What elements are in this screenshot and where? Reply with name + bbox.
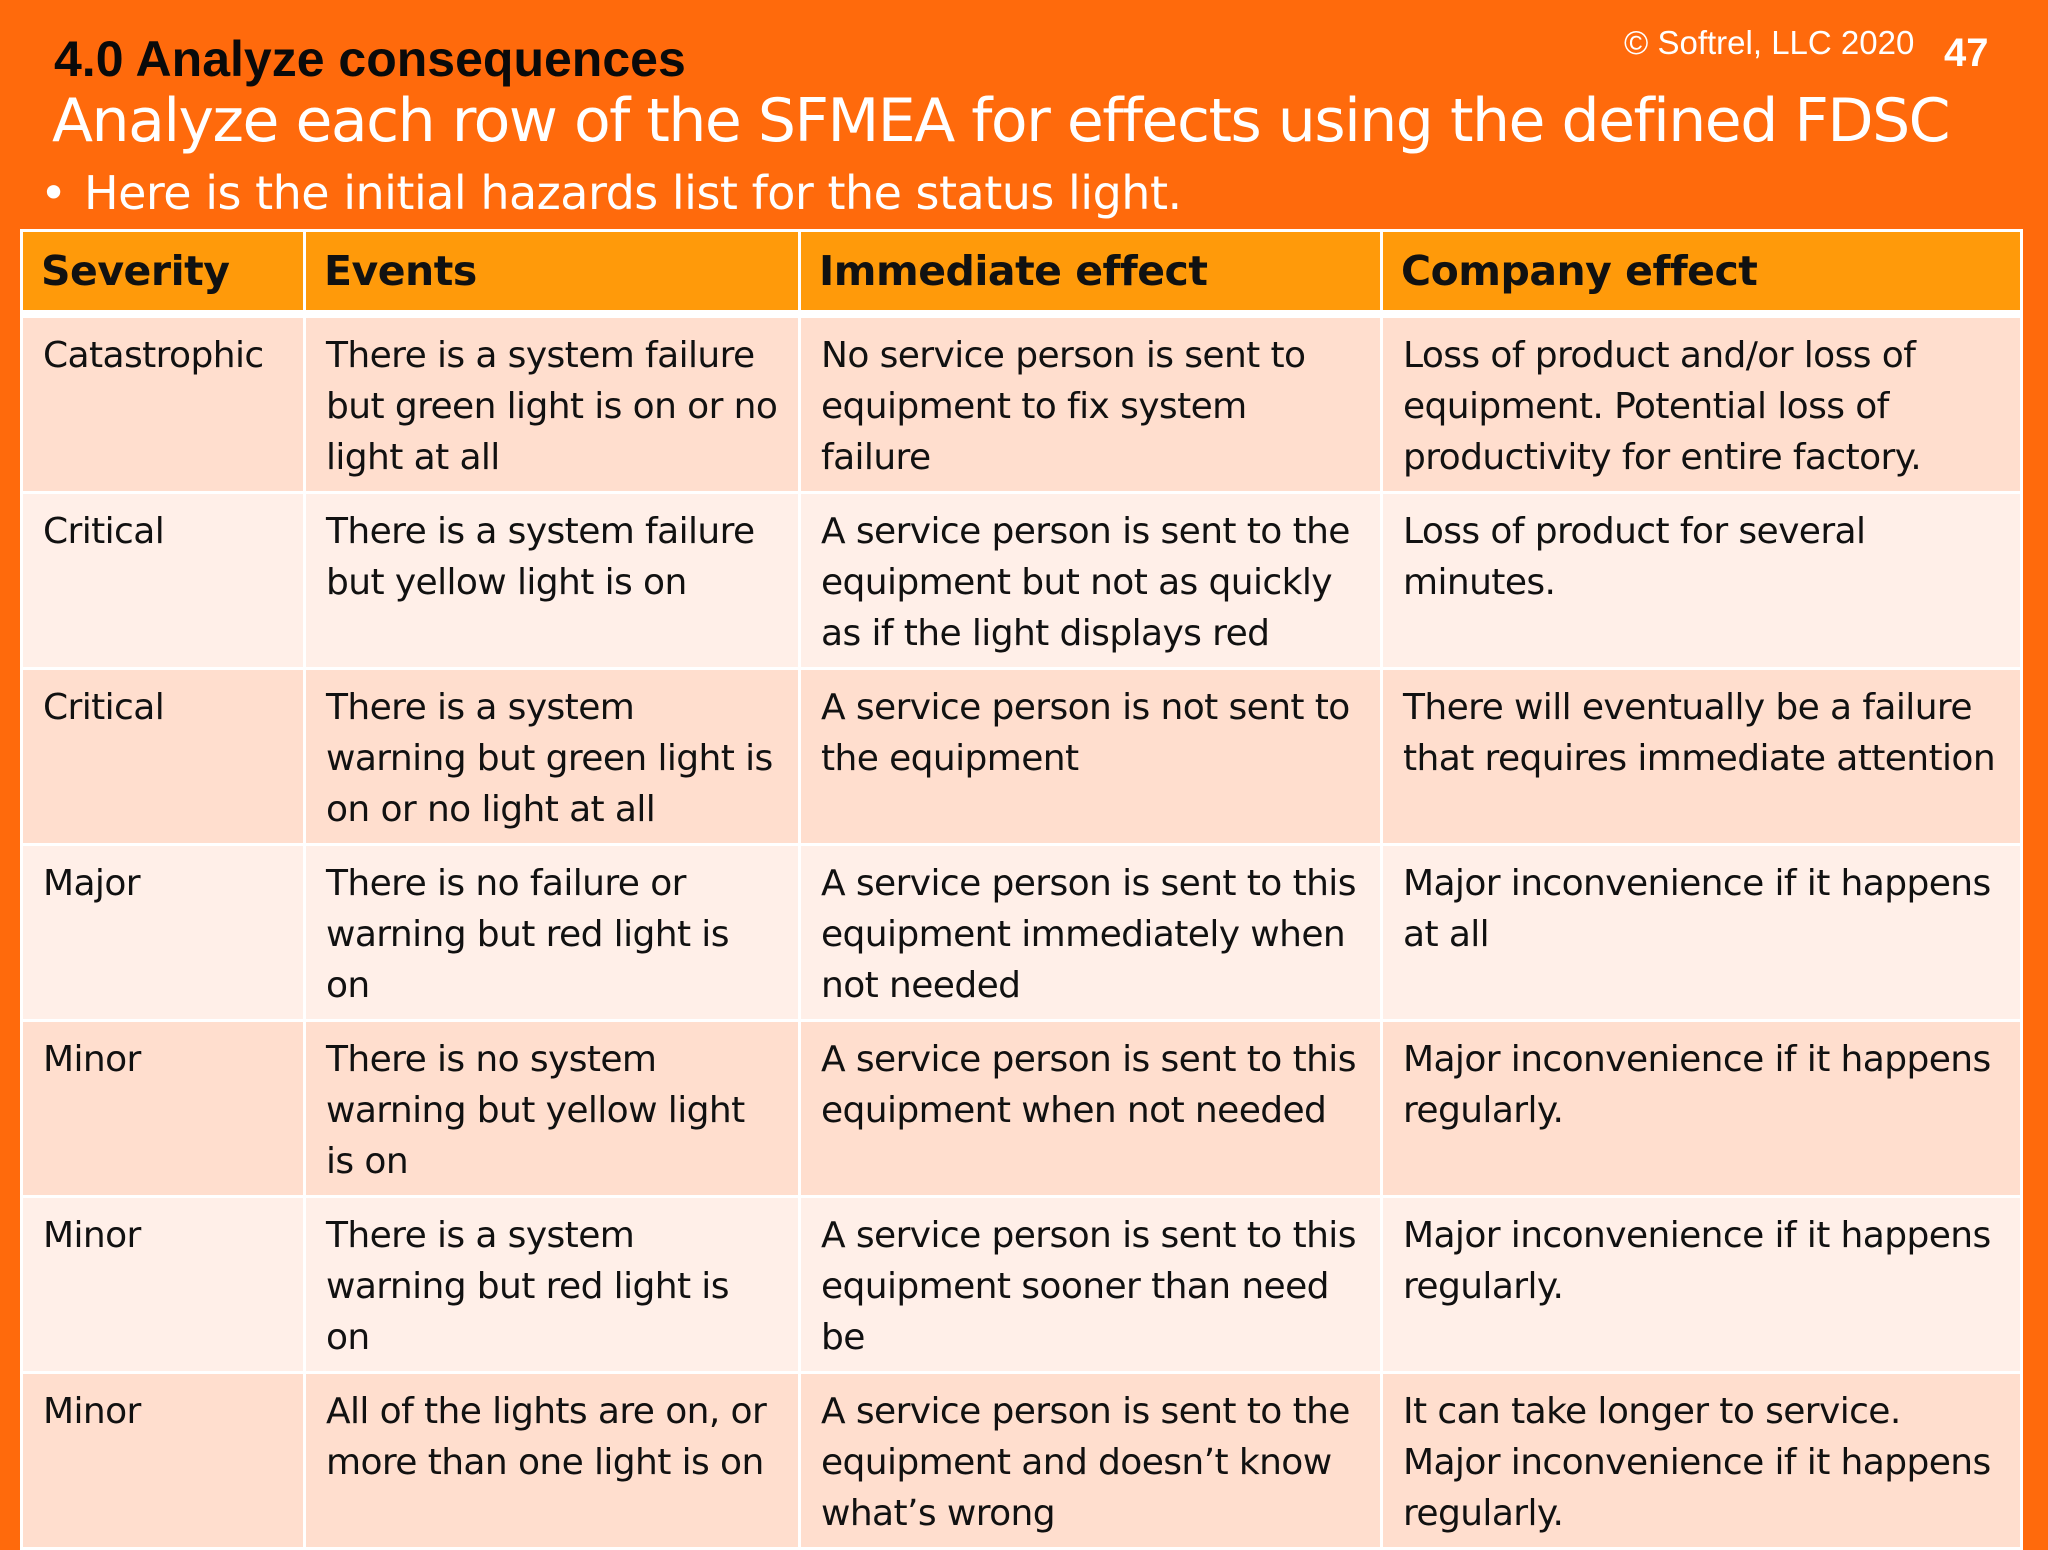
cell-company-effect: Major inconvenience if it happens at all bbox=[1380, 843, 2023, 1022]
cell-company-effect: Loss of product and/or loss of equipment… bbox=[1380, 312, 2023, 494]
cell-immediate-effect: A service person is sent to this equipme… bbox=[798, 843, 1383, 1022]
cell-severity: Catastrophic bbox=[20, 312, 306, 494]
cell-severity: Major bbox=[20, 843, 306, 1022]
cell-immediate-effect: A service person is sent to this equipme… bbox=[798, 1019, 1383, 1198]
cell-company-effect: Major inconvenience if it happens regula… bbox=[1380, 1019, 2023, 1198]
cell-company-effect: There will eventually be a failure that … bbox=[1380, 667, 2023, 846]
section-title: 4.0 Analyze consequences bbox=[54, 31, 686, 87]
header-events: Events bbox=[303, 229, 801, 318]
table-row: Critical There is a system failure but y… bbox=[20, 491, 2023, 670]
page-number: 47 bbox=[1944, 31, 1989, 75]
bullet-item: • Here is the initial hazards list for th… bbox=[40, 166, 1182, 220]
cell-company-effect: It can take longer to service. Major inc… bbox=[1380, 1371, 2023, 1550]
cell-severity: Minor bbox=[20, 1195, 306, 1374]
table-row: Major There is no failure or warning but… bbox=[20, 843, 2023, 1022]
table-row: Minor There is a system warning but red … bbox=[20, 1195, 2023, 1374]
cell-immediate-effect: A service person is not sent to the equi… bbox=[798, 667, 1383, 846]
cell-severity: Critical bbox=[20, 667, 306, 846]
cell-immediate-effect: A service person is sent to this equipme… bbox=[798, 1195, 1383, 1374]
cell-events: There is a system warning but green ligh… bbox=[303, 667, 801, 846]
cell-severity: Critical bbox=[20, 491, 306, 670]
cell-events: There is a system warning but red light … bbox=[303, 1195, 801, 1374]
table-row: Minor All of the lights are on, or more … bbox=[20, 1371, 2023, 1550]
cell-company-effect: Major inconvenience if it happens regula… bbox=[1380, 1195, 2023, 1374]
header-company-effect: Company effect bbox=[1380, 229, 2023, 318]
cell-company-effect: Loss of product for several minutes. bbox=[1380, 491, 2023, 670]
cell-events: There is no system warning but yellow li… bbox=[303, 1019, 801, 1198]
slide-subtitle: Analyze each row of the SFMEA for effect… bbox=[52, 86, 1951, 156]
table-row: Catastrophic There is a system failure b… bbox=[20, 312, 2023, 494]
table-header-row: Severity Events Immediate effect Company… bbox=[20, 229, 2023, 318]
cell-immediate-effect: A service person is sent to the equipmen… bbox=[798, 491, 1383, 670]
bullet-dot-icon: • bbox=[40, 166, 67, 220]
table-row: Critical There is a system warning but g… bbox=[20, 667, 2023, 846]
cell-severity: Minor bbox=[20, 1019, 306, 1198]
cell-immediate-effect: No service person is sent to equipment t… bbox=[798, 312, 1383, 494]
cell-severity: Minor bbox=[20, 1371, 306, 1550]
copyright-notice: © Softrel, LLC 2020 bbox=[1624, 24, 1915, 61]
slide-header: 4.0 Analyze consequences © Softrel, LLC … bbox=[0, 0, 2048, 230]
bullet-text: Here is the initial hazards list for the… bbox=[84, 166, 1182, 220]
cell-events: All of the lights are on, or more than o… bbox=[303, 1371, 801, 1550]
cell-events: There is no failure or warning but red l… bbox=[303, 843, 801, 1022]
cell-events: There is a system failure but yellow lig… bbox=[303, 491, 801, 670]
cell-immediate-effect: A service person is sent to the equipmen… bbox=[798, 1371, 1383, 1550]
cell-events: There is a system failure but green ligh… bbox=[303, 312, 801, 494]
header-immediate-effect: Immediate effect bbox=[798, 229, 1383, 318]
table-row: Minor There is no system warning but yel… bbox=[20, 1019, 2023, 1198]
header-severity: Severity bbox=[20, 229, 306, 318]
hazards-table: Severity Events Immediate effect Company… bbox=[20, 229, 2023, 1550]
